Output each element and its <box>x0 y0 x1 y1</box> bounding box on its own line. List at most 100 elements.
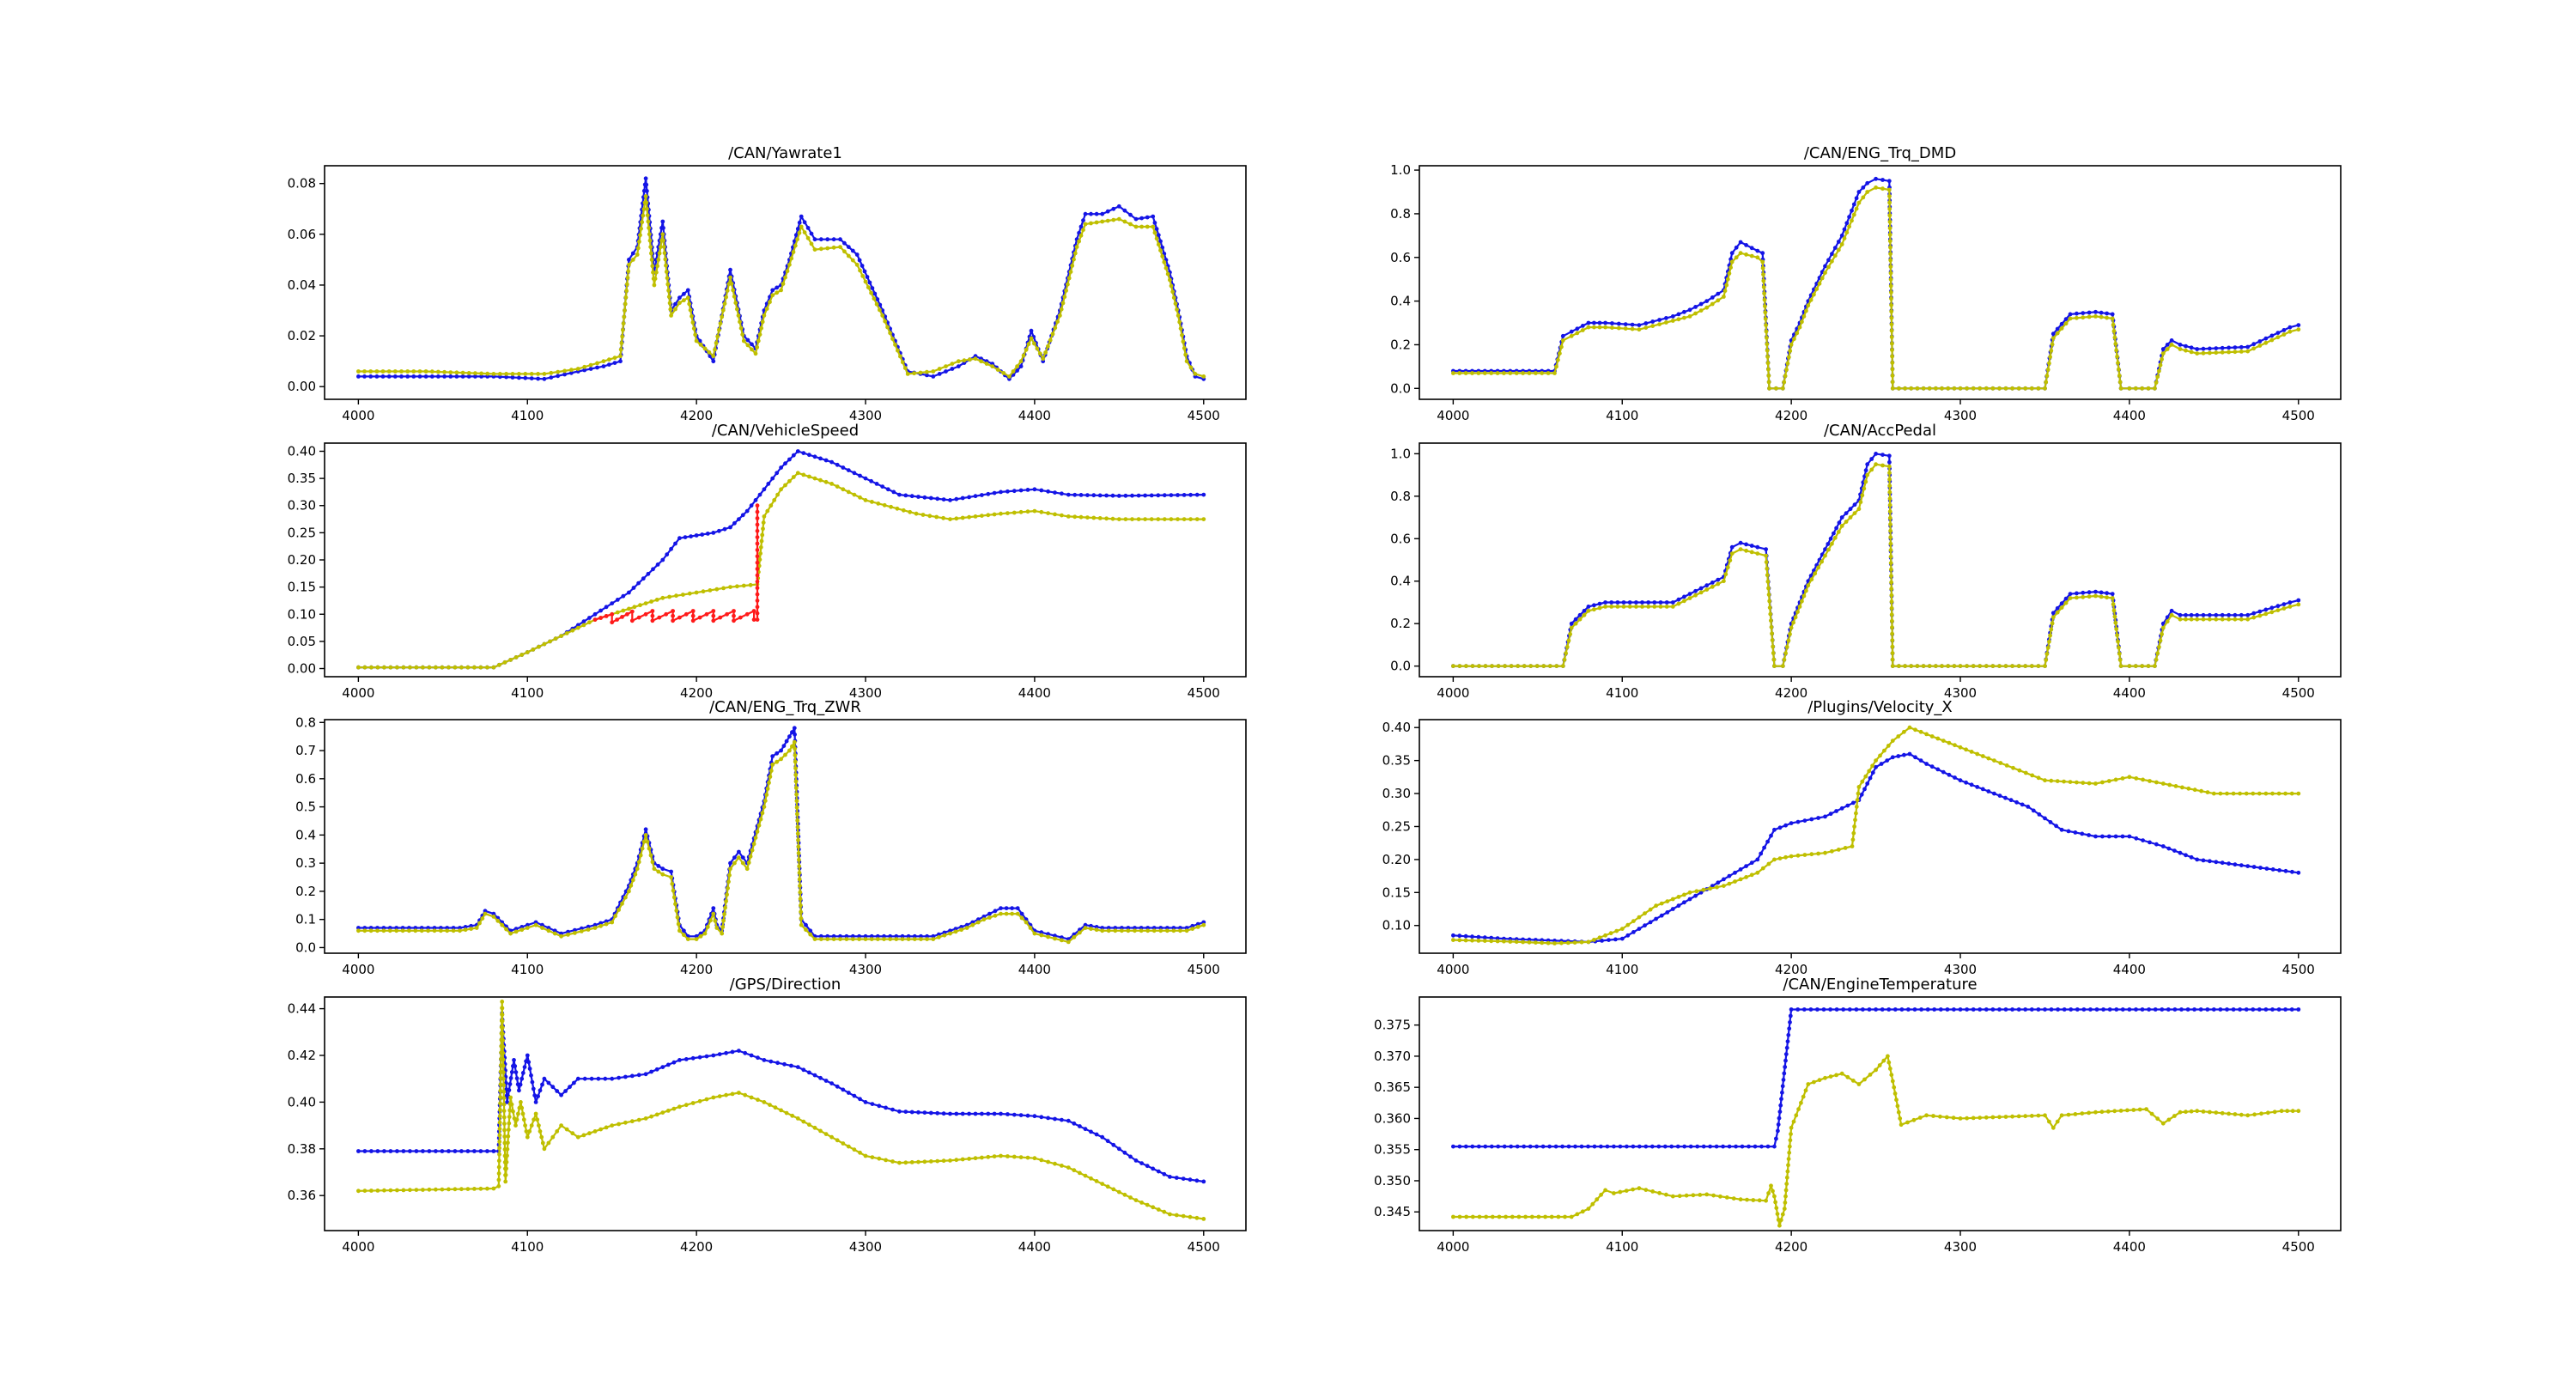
data-point <box>2184 348 2188 353</box>
data-point <box>1133 1198 1139 1202</box>
data-point <box>1662 1144 1668 1149</box>
data-point <box>2036 775 2041 781</box>
x-tick-label: 4300 <box>1944 685 1977 701</box>
data-point <box>1072 257 1076 262</box>
data-point <box>1640 600 1644 605</box>
data-point <box>1021 353 1026 358</box>
data-point <box>783 752 787 757</box>
data-point <box>644 182 649 187</box>
data-point <box>1623 322 1628 326</box>
data-point <box>2160 1121 2166 1126</box>
data-point <box>802 230 807 234</box>
data-point <box>909 494 914 499</box>
data-point <box>950 362 955 366</box>
data-point <box>1886 1054 1890 1059</box>
series-line-1 <box>1452 453 2300 667</box>
data-point <box>1776 1122 1781 1127</box>
data-point <box>1085 515 1090 520</box>
data-point <box>795 831 800 836</box>
data-point <box>1716 581 1721 587</box>
data-point <box>1852 824 1857 829</box>
data-point <box>2063 317 2069 321</box>
data-point <box>671 1060 677 1065</box>
data-point <box>931 933 936 939</box>
data-point <box>743 1050 748 1055</box>
data-point <box>1744 252 1748 257</box>
data-point <box>2100 780 2105 785</box>
data-point <box>369 1149 374 1153</box>
x-tick-label: 4300 <box>1944 408 1977 423</box>
data-point <box>380 369 386 374</box>
data-point <box>517 1088 521 1093</box>
data-point <box>912 371 916 376</box>
data-point <box>858 1097 862 1102</box>
data-point <box>1902 752 1906 757</box>
data-point <box>1457 664 1462 668</box>
data-point <box>770 288 775 293</box>
data-point <box>1769 833 1773 838</box>
data-point <box>999 911 1003 916</box>
data-point <box>649 1114 653 1119</box>
data-point <box>787 748 792 753</box>
data-point <box>1616 321 1621 326</box>
data-point <box>1958 664 1963 668</box>
data-point <box>2154 780 2159 785</box>
data-point <box>973 356 978 362</box>
data-point <box>2283 868 2288 873</box>
data-point <box>829 482 834 486</box>
data-point <box>2281 328 2287 332</box>
data-point <box>549 375 554 380</box>
data-point <box>753 351 758 356</box>
data-point <box>1806 583 1811 588</box>
data-point <box>1990 664 1996 668</box>
data-point <box>2245 612 2251 617</box>
data-point <box>513 929 519 934</box>
data-point <box>1782 657 1787 662</box>
data-point <box>1863 479 1868 484</box>
data-point <box>1823 814 1827 819</box>
data-point <box>755 509 760 514</box>
data-point <box>841 487 846 492</box>
data-point <box>737 1091 741 1095</box>
data-point <box>2003 1115 2008 1119</box>
data-point <box>356 374 361 379</box>
data-point <box>1066 939 1071 945</box>
data-point <box>769 769 774 773</box>
data-point <box>1862 486 1867 491</box>
data-point <box>964 926 969 930</box>
data-point <box>1181 1176 1186 1181</box>
data-point <box>1630 326 1635 331</box>
data-point <box>1183 352 1188 357</box>
data-point <box>469 923 473 928</box>
data-point <box>504 1166 508 1171</box>
data-point <box>812 247 817 252</box>
data-point <box>690 609 696 613</box>
data-point <box>1691 1193 1696 1198</box>
data-point <box>999 1111 1003 1116</box>
data-point <box>1887 477 1893 482</box>
data-point <box>507 1121 512 1126</box>
data-point <box>400 926 405 930</box>
data-point <box>2081 590 2086 595</box>
data-point <box>496 1171 501 1176</box>
data-point <box>2127 1007 2132 1012</box>
data-point <box>2158 362 2163 368</box>
data-point <box>621 608 626 613</box>
data-point <box>797 877 802 882</box>
data-point <box>1081 218 1085 222</box>
data-point <box>498 1095 503 1099</box>
data-point <box>807 1070 811 1075</box>
data-point <box>2099 1110 2105 1115</box>
data-point <box>2214 350 2219 356</box>
data-point <box>502 1140 507 1146</box>
data-point <box>1110 493 1115 498</box>
data-point <box>2160 347 2166 351</box>
data-point <box>1764 547 1769 551</box>
data-point <box>1927 386 1932 391</box>
data-point <box>1657 322 1662 326</box>
x-tick-label: 4500 <box>2282 408 2315 423</box>
data-point <box>1801 593 1807 599</box>
data-point <box>649 258 654 262</box>
data-point <box>519 927 525 933</box>
data-point <box>1888 245 1893 250</box>
